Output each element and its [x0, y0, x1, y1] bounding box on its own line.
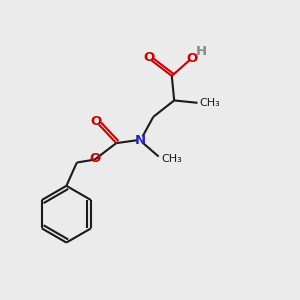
Text: H: H — [196, 45, 207, 58]
Text: O: O — [90, 115, 102, 128]
Text: O: O — [143, 51, 154, 64]
Text: CH₃: CH₃ — [199, 98, 220, 108]
Text: O: O — [90, 152, 101, 166]
Text: N: N — [135, 134, 146, 147]
Text: CH₃: CH₃ — [161, 154, 182, 164]
Text: O: O — [186, 52, 197, 65]
